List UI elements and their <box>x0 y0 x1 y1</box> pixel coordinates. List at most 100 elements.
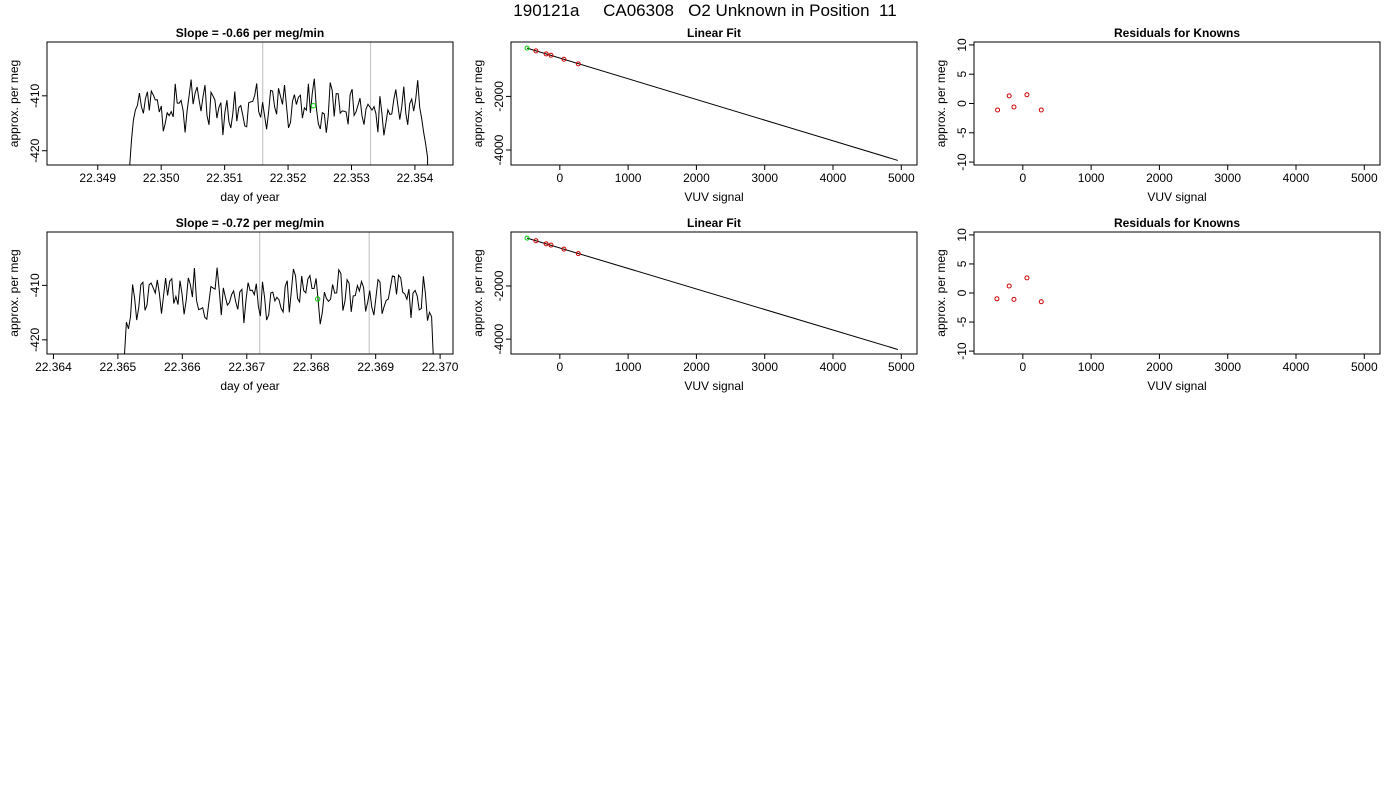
y-tick-label: 5 <box>955 260 969 267</box>
y-tick-label: 0 <box>955 100 969 107</box>
highlight-point <box>524 235 530 241</box>
plot-area <box>124 232 434 354</box>
y-tick-label: 10 <box>955 38 969 52</box>
x-tick-label: 2000 <box>683 360 710 374</box>
x-tick-label: 1000 <box>615 360 642 374</box>
highlight-point <box>524 45 530 51</box>
x-tick-label: 22.364 <box>35 360 72 374</box>
data-point <box>995 107 1001 113</box>
plot-frame <box>510 41 918 166</box>
y-tick-label: -5 <box>955 127 969 138</box>
panel-lin2: Linear Fit 0 1000 2000 3000 4000 5000 -4000 -200… <box>471 216 918 393</box>
x-tick-label: 4000 <box>820 360 847 374</box>
y-tick-label: -420 <box>28 138 42 162</box>
plot-area <box>994 275 1044 305</box>
data-point <box>533 238 539 244</box>
plot-area <box>524 45 899 161</box>
x-tick-label: 0 <box>1019 171 1026 185</box>
marker-point <box>314 296 321 302</box>
fit-line <box>526 237 899 350</box>
x-tick-label: 22.350 <box>143 171 180 185</box>
x-tick-label: 22.370 <box>422 360 459 374</box>
page-title: 190121a CA06308 O2 Unknown in Position 1… <box>513 1 897 20</box>
data-point <box>1006 283 1012 289</box>
data-point <box>1011 104 1017 110</box>
data-point <box>1011 296 1017 302</box>
plot-frame <box>46 231 454 355</box>
y-tick-label: 10 <box>955 228 969 242</box>
y-tick-label: 5 <box>955 71 969 78</box>
y-tick-label: -2000 <box>492 81 506 112</box>
data-point <box>561 246 567 252</box>
panel-res2: Residuals for Knowns 0 1000 2000 3000 4000 500… <box>934 216 1381 393</box>
x-tick-label: 0 <box>1019 360 1026 374</box>
x-tick-label: 5000 <box>888 360 915 374</box>
panel-title: Linear Fit <box>687 26 741 40</box>
data-point <box>994 296 1000 302</box>
y-tick-label: 0 <box>955 289 969 296</box>
data-point <box>543 241 549 247</box>
panel-title: Linear Fit <box>687 216 741 230</box>
panel-title: Slope = -0.66 per meg/min <box>176 26 324 40</box>
y-tick-label: -2000 <box>492 270 506 301</box>
x-tick-label: 1000 <box>1078 171 1105 185</box>
x-tick-label: 4000 <box>1283 171 1310 185</box>
x-tick-label: 22.366 <box>164 360 201 374</box>
y-tick-label: -410 <box>28 83 42 107</box>
data-point <box>1024 92 1030 98</box>
x-tick-label: 3000 <box>1214 360 1241 374</box>
x-axis-label: VUV signal <box>684 379 743 393</box>
x-tick-label: 22.365 <box>100 360 137 374</box>
fit-line <box>526 47 899 161</box>
x-tick-label: 5000 <box>1351 171 1378 185</box>
x-tick-label: 0 <box>556 360 563 374</box>
y-tick-label: -10 <box>955 342 969 360</box>
panel-title: Residuals for Knowns <box>1114 216 1240 230</box>
x-tick-label: 4000 <box>820 171 847 185</box>
x-axis-label: day of year <box>220 379 279 393</box>
x-tick-label: 2000 <box>1146 360 1173 374</box>
x-tick-label: 4000 <box>1283 360 1310 374</box>
y-tick-label: -10 <box>955 153 969 171</box>
y-tick-label: -4000 <box>492 134 506 165</box>
x-tick-label: 3000 <box>751 360 778 374</box>
x-tick-label: 22.353 <box>333 171 370 185</box>
panel-lin1: Linear Fit 0 1000 2000 3000 4000 5000 -4000 -200… <box>471 26 918 204</box>
x-tick-label: 3000 <box>751 171 778 185</box>
data-point <box>575 61 581 67</box>
data-point <box>561 56 567 62</box>
x-tick-label: 22.369 <box>357 360 394 374</box>
y-axis-label: approx. per meg <box>934 249 948 336</box>
series-line <box>129 78 429 165</box>
x-tick-label: 1000 <box>1078 360 1105 374</box>
x-tick-label: 5000 <box>888 171 915 185</box>
y-axis-label: approx. per meg <box>7 60 21 147</box>
marker-point <box>310 102 317 109</box>
x-axis-label: VUV signal <box>684 190 743 204</box>
y-axis-label: approx. per meg <box>934 60 948 147</box>
x-axis-label: VUV signal <box>1147 190 1206 204</box>
x-tick-label: 22.367 <box>228 360 265 374</box>
x-tick-label: 1000 <box>615 171 642 185</box>
y-axis-label: approx. per meg <box>471 249 485 336</box>
panel-ts1: Slope = -0.66 per meg/min 22.349 22.350 22.… <box>7 26 454 204</box>
panel-title: Slope = -0.72 per meg/min <box>176 216 324 230</box>
data-point <box>1038 107 1044 113</box>
data-point <box>1024 275 1030 281</box>
x-tick-label: 3000 <box>1214 171 1241 185</box>
x-tick-label: 2000 <box>683 171 710 185</box>
y-tick-label: -5 <box>955 316 969 327</box>
y-tick-label: -410 <box>28 273 42 297</box>
x-tick-label: 22.349 <box>79 171 116 185</box>
data-point <box>1038 299 1044 305</box>
plot-area <box>995 92 1044 113</box>
series-line <box>124 267 434 354</box>
y-axis-label: approx. per meg <box>471 60 485 147</box>
x-axis-label: VUV signal <box>1147 379 1206 393</box>
data-point <box>543 51 549 57</box>
data-point <box>548 242 554 248</box>
x-tick-label: 5000 <box>1351 360 1378 374</box>
x-tick-label: 22.352 <box>270 171 307 185</box>
plot-frame <box>46 41 454 166</box>
